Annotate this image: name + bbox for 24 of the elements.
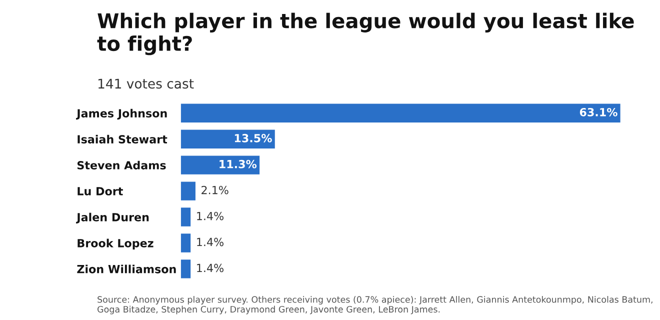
data-label: 1.4% — [197, 264, 224, 272]
y-tick-label: Zion Williamson — [77, 264, 176, 274]
y-tick-label: Steven Adams — [77, 160, 166, 170]
source-note: Source: Anonymous player survey. Others receiving votes (0.7% apiece): Jarrett Allen, Giannis Antetokounmpo, Nicolas Batum, Goga Bitadze, Stephen Curry, Draymond Green, Javonte Green, LeBron James. — [98, 296, 652, 314]
bar — [180, 208, 191, 226]
bar — [180, 182, 196, 200]
y-tick-label: Lu Dort — [78, 187, 123, 196]
bar — [180, 156, 260, 174]
y-tick-label: Isaiah Stewart — [78, 134, 168, 144]
bar — [180, 260, 191, 278]
y-tick-label: James Johnson — [76, 108, 167, 120]
bar — [180, 104, 620, 122]
data-label: 2.1% — [202, 186, 228, 194]
bar — [180, 130, 275, 148]
chart-title: Which player in the league would you least like to fight? — [97, 12, 634, 56]
y-tick-label: Jalen Duren — [76, 212, 149, 224]
bar — [180, 234, 191, 252]
data-label: 13.5% — [234, 134, 272, 142]
data-label: 63.1% — [580, 108, 618, 116]
data-label: 1.4% — [197, 238, 224, 246]
y-tick-label: Brook Lopez — [78, 238, 154, 250]
data-label: 1.4% — [197, 212, 224, 220]
data-label: 11.3% — [220, 160, 257, 168]
chart-subtitle: 141 votes cast — [98, 78, 194, 89]
